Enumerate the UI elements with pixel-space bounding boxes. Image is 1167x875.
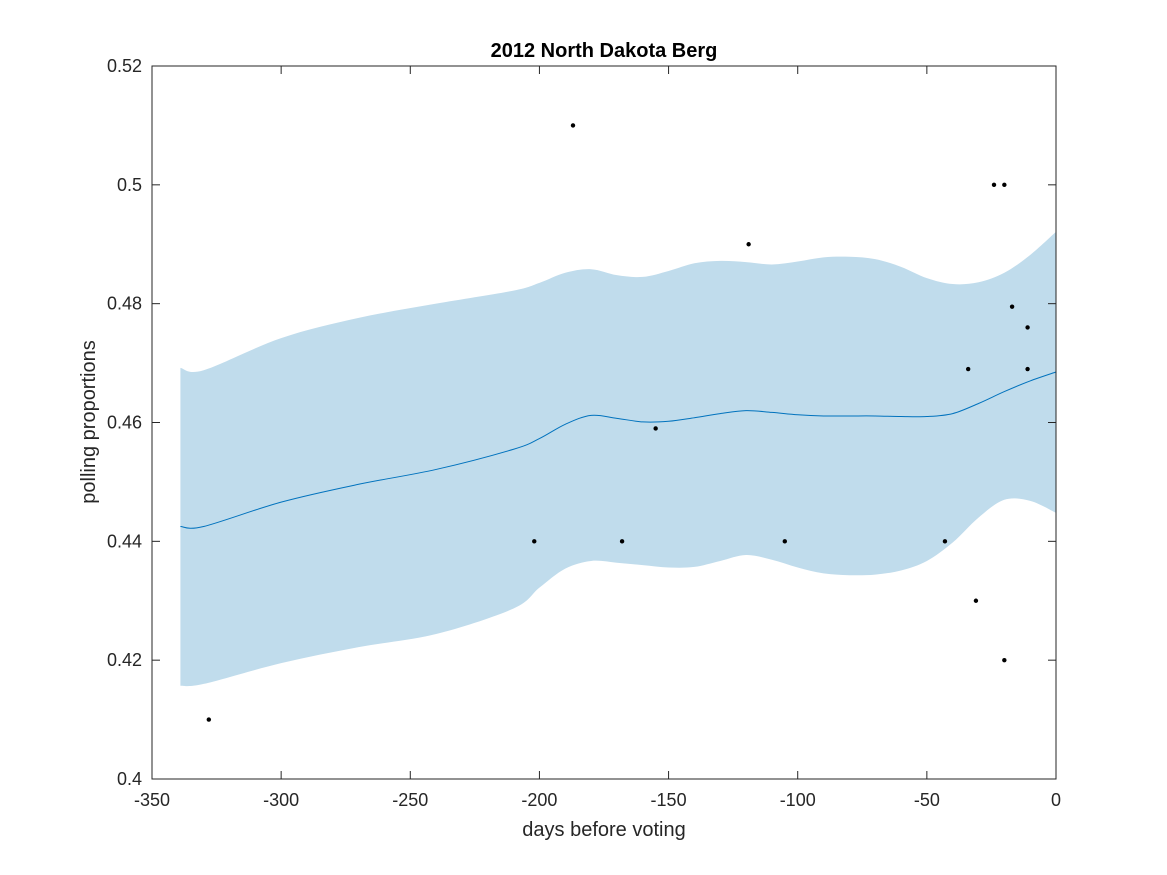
- plot-area: [180, 123, 1057, 722]
- x-tick-label: -150: [651, 790, 687, 810]
- y-tick-label: 0.4: [117, 769, 142, 789]
- x-tick-label: -300: [263, 790, 299, 810]
- data-point: [1025, 366, 1030, 372]
- x-tick-label: 0: [1051, 790, 1061, 810]
- y-tick-label: 0.5: [117, 175, 142, 195]
- data-point: [1025, 325, 1030, 330]
- data-point: [782, 539, 787, 544]
- chart-title: 2012 North Dakota Berg: [491, 40, 718, 62]
- y-tick-label: 0.48: [107, 294, 142, 314]
- x-tick-label: -100: [780, 790, 816, 810]
- data-points: [206, 123, 1030, 722]
- x-axis-ticks: -350 -300 -250 -200 -150 -100 -50 0: [134, 66, 1061, 810]
- x-axis-label: days before voting: [522, 819, 685, 841]
- data-point: [1002, 657, 1007, 663]
- data-point: [532, 539, 537, 544]
- x-tick-label: -350: [134, 790, 170, 810]
- data-point: [570, 123, 576, 128]
- data-point: [965, 366, 971, 372]
- x-tick-label: -50: [914, 790, 940, 810]
- data-point: [653, 426, 658, 431]
- data-point: [619, 539, 625, 544]
- data-point: [746, 242, 751, 247]
- y-tick-label: 0.44: [107, 531, 142, 551]
- y-axis-ticks: 0.4 0.42 0.44 0.46 0.48 0.5 0.52: [107, 56, 1056, 789]
- x-tick-label: -200: [521, 790, 557, 810]
- data-point: [973, 598, 979, 603]
- y-tick-label: 0.42: [107, 650, 142, 670]
- confidence-band: [180, 231, 1056, 687]
- data-point: [942, 539, 948, 544]
- y-axis-label: polling proportions: [78, 340, 100, 503]
- trend-line: [180, 371, 1057, 529]
- y-tick-label: 0.46: [107, 413, 142, 433]
- data-point: [1002, 182, 1007, 188]
- data-point: [991, 182, 997, 188]
- y-tick-label: 0.52: [107, 56, 142, 76]
- data-point: [206, 717, 212, 722]
- data-point: [1009, 304, 1015, 309]
- x-tick-label: -250: [392, 790, 428, 810]
